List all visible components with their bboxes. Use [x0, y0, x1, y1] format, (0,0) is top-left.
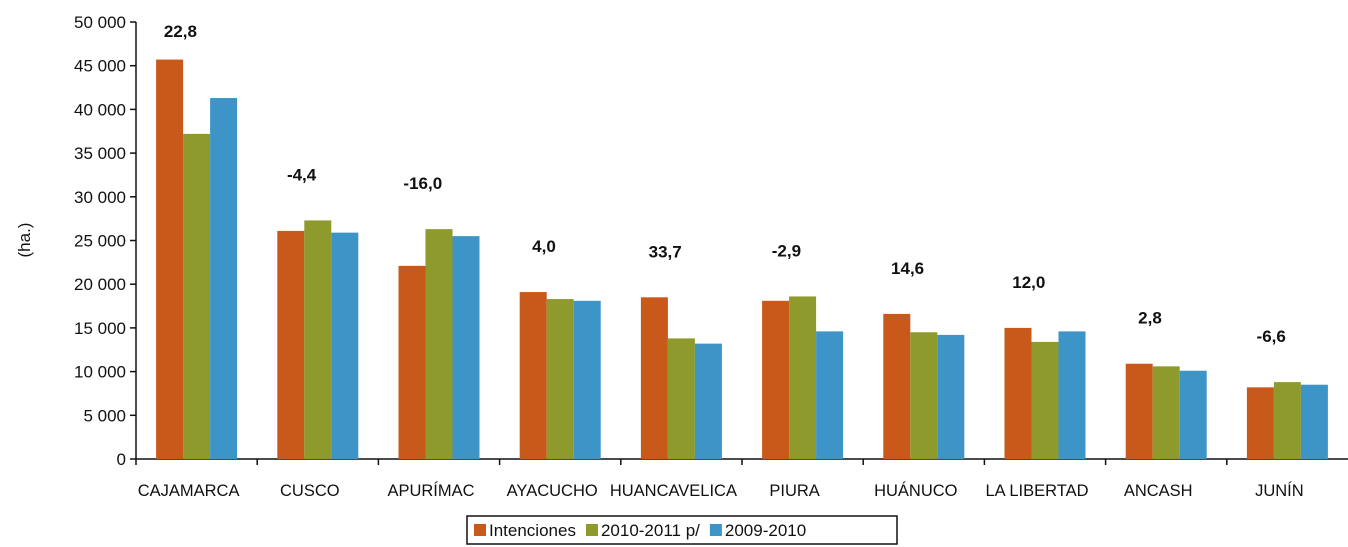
legend-label: 2009-2010 — [725, 521, 806, 540]
bar — [816, 331, 844, 459]
legend-label: 2010-2011 p/ — [601, 521, 700, 540]
legend-swatch — [709, 524, 722, 536]
x-tick-label: CAJAMARCA — [138, 482, 240, 500]
y-tick-label: 0 — [117, 450, 126, 469]
y-tick-label: 40 000 — [74, 100, 126, 119]
data-label: 2,8 — [1138, 309, 1162, 328]
bar — [546, 299, 574, 459]
data-label: -6,6 — [1257, 327, 1286, 346]
bar — [762, 300, 790, 459]
bar — [277, 230, 305, 459]
data-label: 14,6 — [891, 259, 924, 278]
bar — [667, 338, 695, 459]
data-label: -16,0 — [403, 174, 442, 193]
y-tick-label: 30 000 — [74, 188, 126, 207]
y-tick-label: 45 000 — [74, 57, 126, 76]
bar — [694, 343, 722, 459]
bar — [937, 334, 965, 459]
legend: Intenciones 2010-2011 p/2009-2010 — [466, 515, 898, 545]
bar — [331, 232, 359, 459]
bar — [1058, 331, 1086, 459]
annotations: 22,8 -4,4 -16,0 4,0 33,7 -2,9 14,6 12,0 2,8 -6,6 — [164, 22, 1286, 346]
bar — [1125, 363, 1153, 459]
x-tick-label: HUÁNUCO — [874, 481, 958, 500]
data-label: 22,8 — [164, 22, 197, 41]
data-label: -4,4 — [287, 165, 317, 184]
bar — [519, 292, 547, 459]
data-label: 4,0 — [532, 237, 556, 256]
bar — [156, 59, 184, 459]
bar — [210, 98, 238, 460]
bar — [1152, 366, 1180, 459]
y-tick-label: 5 000 — [83, 406, 126, 425]
x-tick-label: PIURA — [769, 482, 819, 500]
x-tick-label: AYACUCHO — [507, 482, 598, 500]
bar — [573, 300, 601, 459]
bar — [183, 133, 211, 459]
bar — [398, 265, 426, 459]
bar — [910, 332, 938, 459]
x-tick-label: ANCASH — [1124, 482, 1193, 500]
y-tick-label: 35 000 — [74, 144, 126, 163]
legend-swatch — [474, 524, 486, 536]
bar — [789, 296, 817, 459]
legend-label: Intenciones — [489, 521, 576, 540]
x-axis: CAJAMARCA CUSCO APURÍMAC AYACUCHO HUANCAVELI… — [135, 458, 1348, 500]
bars — [156, 59, 1328, 460]
bar — [1031, 341, 1059, 459]
legend-swatch — [585, 524, 598, 536]
y-axis-label: (ha.) — [15, 223, 34, 258]
y-tick-label: 20 000 — [74, 275, 126, 294]
x-tick-label: HUANCAVELICA — [610, 482, 737, 500]
y-tick-label: 10 000 — [74, 363, 126, 382]
y-tick-label: 15 000 — [74, 319, 126, 338]
bar — [425, 229, 453, 459]
x-tick-label: CUSCO — [280, 482, 340, 500]
x-tick-label: APURÍMAC — [387, 481, 474, 500]
bar — [883, 313, 911, 459]
data-label: 33,7 — [649, 242, 682, 261]
data-label: -2,9 — [772, 241, 801, 260]
x-tick-label: LA LIBERTAD — [985, 482, 1088, 500]
data-label: 12,0 — [1012, 273, 1045, 292]
legend-box — [466, 515, 898, 545]
y-tick-label: 25 000 — [74, 232, 126, 251]
bar — [1273, 382, 1301, 459]
y-axis: 0 5 000 10 000 15 000 20 000 25 000 30 000 35 0… — [74, 13, 137, 469]
bar — [1300, 384, 1328, 459]
bar — [1246, 387, 1274, 459]
bar — [640, 297, 668, 459]
bar — [304, 220, 332, 459]
bar — [1004, 327, 1032, 459]
bar — [452, 236, 480, 459]
x-tick-label: JUNÍN — [1255, 481, 1304, 500]
y-tick-label: 50 000 — [74, 13, 126, 32]
bar — [1179, 370, 1207, 459]
